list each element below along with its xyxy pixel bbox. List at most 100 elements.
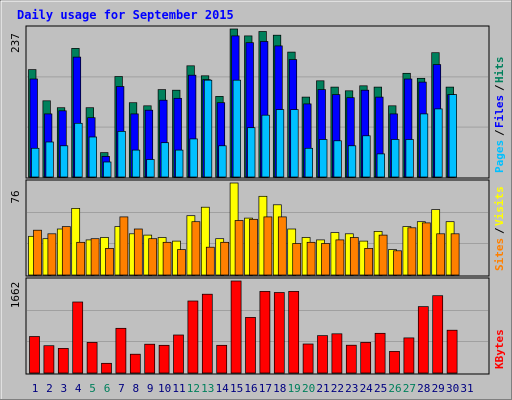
pages-bar-19 (290, 109, 299, 178)
y-max-label: 1662 (9, 282, 22, 309)
x-tick-label-29: 29 (432, 382, 445, 395)
x-tick-label-24: 24 (360, 382, 374, 395)
kbytes-bar-4 (72, 301, 84, 374)
sites-bar-6 (105, 248, 114, 276)
pages-bar-12 (189, 138, 198, 178)
kbytes-bar-29 (432, 295, 444, 374)
kbytes-bar-22 (331, 333, 343, 374)
sites-bar-17 (263, 216, 273, 276)
kbytes-bar-6 (101, 362, 112, 374)
kbytes-bar-21 (317, 335, 328, 374)
x-tick-label-3: 3 (60, 382, 67, 395)
x-tick-label-27: 27 (403, 382, 416, 395)
sites-bar-5 (90, 238, 100, 276)
kbytes-bar-11 (173, 334, 184, 374)
pages-bar-5 (88, 136, 97, 178)
chart-labels: 237Pages/Files/Hits76Sites/Visits1662KBy… (9, 33, 506, 395)
kbytes-bar-14 (216, 344, 228, 374)
legend-kbytes: KBytes (493, 329, 506, 369)
x-tick-label-26: 26 (388, 382, 401, 395)
sites-bar-22 (335, 239, 345, 276)
sites-bar-11 (177, 249, 186, 276)
kbytes-bar-3 (57, 348, 69, 374)
kbytes-bar-18 (273, 292, 285, 374)
sites-bar-2 (47, 233, 57, 276)
kbytes-bar-17 (259, 291, 271, 374)
kbytes-bar-26 (389, 351, 400, 374)
kbytes-bar-27 (403, 337, 415, 374)
x-tick-label-20: 20 (302, 382, 315, 395)
pages-bar-1 (31, 147, 40, 178)
kbytes-bar-16 (245, 317, 256, 374)
x-tick-label-6: 6 (104, 382, 111, 395)
pages-bar-7 (117, 131, 126, 178)
pages-bar-18 (275, 109, 285, 178)
kbytes-bar-1 (29, 336, 40, 374)
sites-bar-19 (292, 243, 302, 276)
chart-bars (27, 28, 488, 374)
sites-bar-24 (364, 248, 374, 276)
visits-bar-13 (200, 206, 210, 276)
kbytes-bar-25 (374, 332, 386, 374)
sites-bar-29 (436, 233, 446, 276)
pages-bar-30 (448, 94, 457, 178)
kbytes-bar-2 (43, 345, 55, 374)
x-tick-label-28: 28 (417, 382, 430, 395)
pages-bar-27 (405, 139, 414, 178)
x-tick-label-18: 18 (273, 382, 286, 395)
sites-bar-15 (234, 220, 244, 276)
pages-bar-15 (232, 79, 241, 178)
x-tick-label-15: 15 (230, 382, 243, 395)
pages-bar-14 (218, 145, 227, 178)
sites-bar-27 (407, 227, 417, 276)
x-tick-label-25: 25 (374, 382, 387, 395)
pages-bar-21 (319, 139, 328, 178)
kbytes-bar-20 (302, 343, 314, 374)
x-tick-label-9: 9 (147, 382, 154, 395)
kbytes-bar-12 (187, 300, 199, 374)
legend-separator: / (493, 129, 506, 136)
chart-title: Daily usage for September 2015 (17, 8, 234, 22)
x-tick-label-10: 10 (158, 382, 171, 395)
pages-bar-9 (146, 159, 155, 178)
pages-bar-25 (376, 153, 385, 178)
x-tick-label-17: 17 (259, 382, 272, 395)
x-tick-label-16: 16 (244, 382, 257, 395)
sites-bar-10 (162, 241, 172, 276)
y-max-label: 76 (9, 190, 22, 203)
sites-bar-26 (393, 250, 402, 276)
pages-bar-23 (347, 145, 357, 178)
pages-bar-28 (419, 113, 429, 178)
pages-bar-24 (362, 135, 371, 178)
pages-bar-13 (203, 79, 213, 178)
pages-bar-16 (247, 127, 256, 178)
kbytes-bar-8 (129, 353, 141, 374)
y-max-label: 237 (9, 33, 22, 53)
x-tick-label-14: 14 (216, 382, 230, 395)
x-tick-label-1: 1 (32, 382, 39, 395)
legend-separator: / (493, 84, 506, 91)
sites-bar-1 (33, 229, 42, 276)
x-tick-label-12: 12 (187, 382, 200, 395)
kbytes-bar-9 (144, 343, 156, 374)
legend-visits: Visits (493, 186, 506, 226)
sites-bar-30 (450, 233, 460, 276)
kbytes-bar-13 (201, 293, 213, 374)
pages-bar-17 (261, 114, 270, 178)
sites-bar-16 (249, 218, 258, 276)
x-tick-label-11: 11 (172, 382, 185, 395)
visits-bar-4 (71, 208, 81, 276)
x-tick-label-30: 30 (446, 382, 459, 395)
pages-bar-11 (175, 149, 184, 178)
sites-bar-20 (306, 241, 316, 276)
kbytes-bar-30 (446, 329, 458, 374)
pages-bar-26 (391, 139, 400, 178)
legend-sites: Sites (493, 238, 506, 271)
x-tick-label-31: 31 (460, 382, 473, 395)
pages-bar-8 (131, 149, 141, 178)
sites-bar-8 (133, 228, 143, 276)
legend-hits: Hits (493, 57, 506, 84)
pages-bar-3 (59, 145, 69, 178)
pages-bar-4 (74, 122, 83, 178)
